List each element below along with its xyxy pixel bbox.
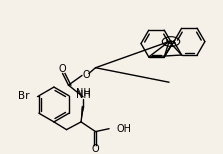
- Text: O: O: [92, 144, 99, 154]
- Text: Br: Br: [18, 91, 29, 101]
- Text: NH: NH: [76, 90, 90, 100]
- Text: O: O: [82, 69, 90, 79]
- Text: NH: NH: [76, 88, 90, 98]
- Polygon shape: [81, 106, 85, 122]
- Text: O: O: [59, 64, 66, 74]
- Text: OH: OH: [117, 124, 132, 134]
- Text: Acs: Acs: [165, 38, 177, 45]
